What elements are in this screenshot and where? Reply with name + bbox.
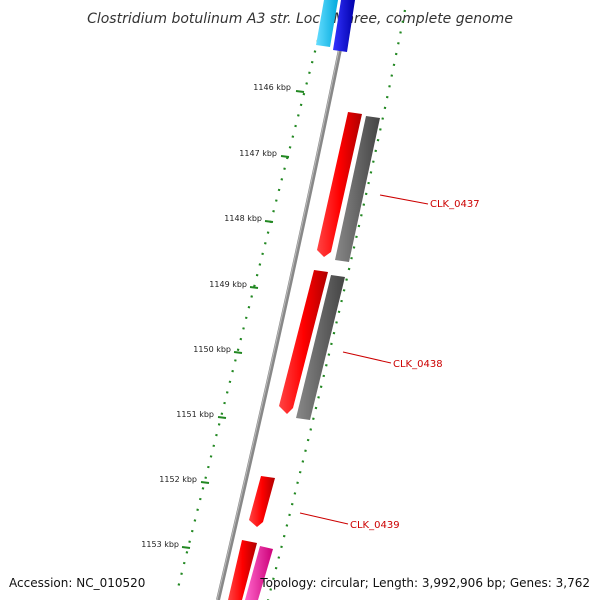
- tick-label-1153: 1153 kbp: [141, 540, 179, 549]
- tick-1150: [233, 351, 243, 354]
- leader-line-clk-0438: [342, 351, 392, 364]
- map-title: Clostridium botulinum A3 str. Loch Maree…: [87, 11, 513, 27]
- tick-1152: [200, 481, 210, 484]
- gene-label-clk-0439[interactable]: CLK_0439: [350, 520, 400, 531]
- tick-1151: [217, 416, 227, 419]
- pink-feature: [245, 546, 273, 600]
- tick-label-1149: 1149 kbp: [209, 280, 247, 289]
- leader-line-clk-0437: [379, 194, 429, 205]
- tick-label-1151: 1151 kbp: [176, 410, 214, 419]
- tick-track-ring: [176, 39, 320, 589]
- tick-1146: [295, 90, 305, 93]
- genome-summary-text: Topology: circular; Length: 3,992,906 bp…: [259, 576, 590, 590]
- cyan-feature: [316, 0, 338, 47]
- tick-1153: [181, 546, 191, 549]
- tick-label-1152: 1152 kbp: [159, 475, 197, 484]
- cds-arrow-clk-0437: [317, 112, 362, 257]
- cds-arrow-bottom: [228, 540, 257, 600]
- tick-label-1150: 1150 kbp: [193, 345, 231, 354]
- gene-label-clk-0438[interactable]: CLK_0438: [393, 359, 443, 370]
- blue-feature: [333, 0, 355, 52]
- cds-arrow-clk-0439: [249, 476, 275, 527]
- leader-line-clk-0439: [299, 512, 349, 525]
- tick-1147: [280, 155, 290, 158]
- tick-label-1148: 1148 kbp: [224, 214, 262, 223]
- genome-backbone-highlight: [216, 0, 350, 600]
- accession-text: Accession: NC_010520: [9, 576, 145, 590]
- genome-backbone: [216, 0, 352, 600]
- cds-arrow-clk-0438: [279, 270, 328, 414]
- tick-label-1147: 1147 kbp: [239, 149, 277, 158]
- gene-label-clk-0437[interactable]: CLK_0437: [430, 199, 480, 210]
- tick-1149: [249, 286, 259, 289]
- gene-arrow-clk-0437: [335, 116, 380, 262]
- tick-1148: [264, 220, 274, 223]
- gene-arrow-clk-0438: [296, 275, 345, 420]
- tick-label-1146: 1146 kbp: [253, 83, 291, 92]
